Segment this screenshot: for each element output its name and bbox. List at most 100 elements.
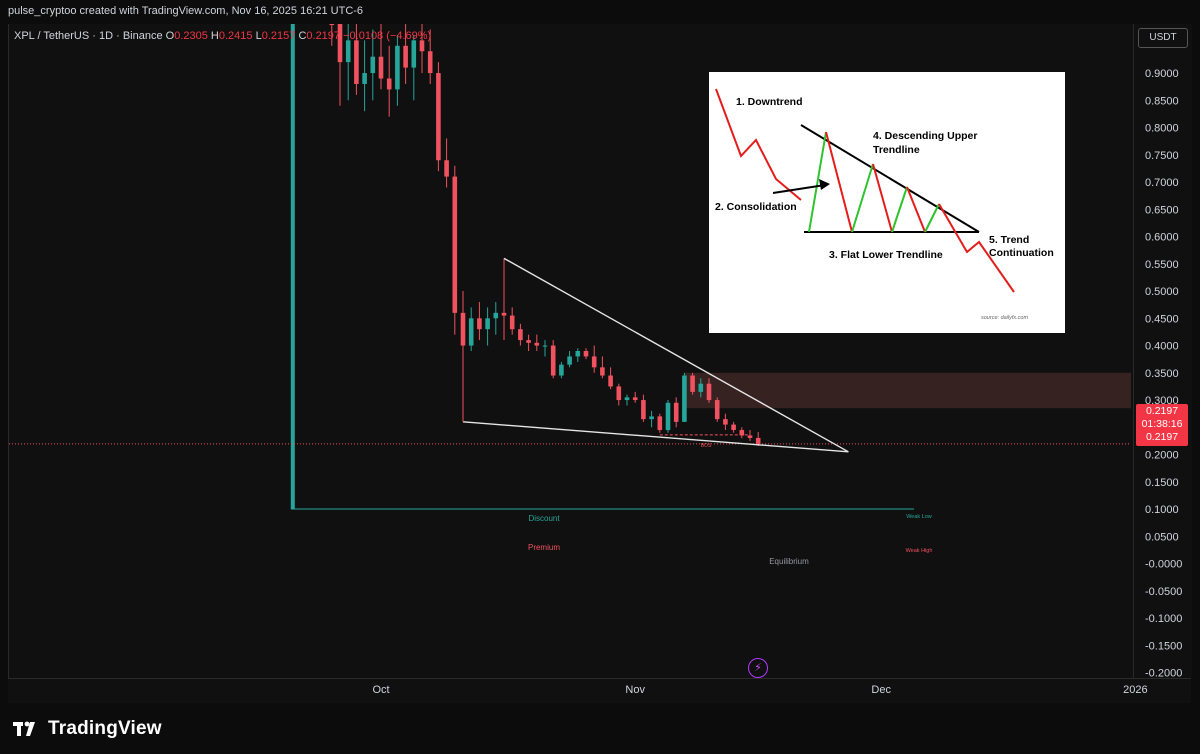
candle-body — [477, 318, 482, 330]
candle-body — [682, 375, 687, 422]
y-tick-label: 0.5500 — [1145, 259, 1179, 271]
inset-step2: 2. Consolidation — [715, 201, 797, 213]
y-tick-label: 0.8500 — [1145, 95, 1179, 107]
inset-step5-line2: Continuation — [989, 247, 1054, 259]
weak-low-label: Weak Low — [906, 514, 932, 520]
inset-step4-line2: Trendline — [873, 144, 920, 156]
equilibrium-label: Equilibrium — [769, 557, 809, 566]
y-tick-label: 0.1000 — [1145, 504, 1179, 516]
wedge-lower-trendline — [462, 421, 849, 453]
currency-button[interactable]: USDT — [1138, 28, 1188, 48]
y-tick-label: 0.4000 — [1145, 341, 1179, 353]
candle-body — [370, 56, 376, 74]
price-badge-last: 0.2197 — [1145, 431, 1179, 443]
candle-body — [747, 435, 753, 438]
candle-body — [723, 419, 728, 425]
candle-body — [386, 78, 392, 90]
inset-background — [709, 72, 1065, 333]
range-box-left-bar — [290, 24, 295, 510]
candle-body — [378, 56, 384, 79]
top-bar: pulse_cryptoo created with TradingView.c… — [0, 0, 1200, 24]
candle-body — [731, 424, 736, 431]
candle-body — [354, 40, 359, 84]
brand-logo[interactable]: TradingView — [12, 718, 162, 740]
low-value: 0.2157 — [261, 30, 296, 42]
inset-up-leg-2 — [851, 163, 874, 233]
candle-body — [690, 375, 695, 392]
y-tick-label: 0.1500 — [1145, 477, 1179, 489]
candle-body — [460, 312, 466, 346]
inset-step1: 1. Downtrend — [736, 96, 803, 108]
candle-body — [624, 397, 630, 401]
candle-body — [411, 40, 417, 68]
x-tick-label: Oct — [372, 684, 389, 696]
symbol-legend[interactable]: XPL / TetherUS · 1D · Binance O0.2305 H0… — [14, 30, 431, 42]
zones-layer — [9, 24, 1131, 510]
candle-body — [345, 40, 351, 63]
candle-body — [452, 176, 458, 313]
candle-body — [518, 329, 523, 341]
price-axis[interactable] — [1133, 24, 1192, 678]
candle-body — [444, 160, 449, 177]
y-tick-label: 0.2000 — [1145, 450, 1179, 462]
y-tick-label: -0.0000 — [1145, 559, 1182, 571]
inset-step4-line1: 4. Descending Upper — [873, 130, 977, 142]
y-tick-label: -0.2000 — [1145, 668, 1182, 680]
inset-up-leg-3 — [891, 186, 908, 233]
candle-body — [657, 416, 663, 431]
candle-body — [468, 318, 474, 346]
y-tick-label: 0.5000 — [1145, 286, 1179, 298]
inset-upper-trendline — [800, 124, 980, 233]
candle-body — [542, 345, 548, 347]
y-tick-label: 0.9000 — [1145, 68, 1179, 80]
candle-body — [649, 416, 654, 420]
tradingview-logo-icon — [13, 721, 35, 736]
candle-body — [755, 437, 761, 444]
candle-body — [714, 400, 720, 420]
y-tick-label: 0.7500 — [1145, 150, 1179, 162]
x-tick-label: Dec — [871, 684, 891, 696]
y-tick-label: 0.0500 — [1145, 531, 1179, 543]
inset-up-leg-1 — [808, 131, 827, 233]
close-value: 0.2197 — [306, 30, 341, 42]
candle-body — [739, 430, 745, 436]
candle-body — [419, 40, 425, 52]
candle-body — [632, 397, 638, 401]
time-axis[interactable] — [8, 678, 1191, 703]
inset-arrow-head — [819, 179, 830, 190]
y-tick-label: 0.8000 — [1145, 123, 1179, 135]
candle-body — [591, 356, 597, 368]
symbol-name: XPL / TetherUS · 1D · Binance — [14, 30, 163, 42]
candle-body — [485, 318, 490, 330]
wedge-upper-trendline — [503, 257, 849, 453]
candle-body — [567, 356, 572, 365]
candle-body — [608, 375, 613, 387]
candle-body — [706, 383, 712, 401]
premium-label: Premium — [528, 543, 560, 552]
brand-name: TradingView — [48, 718, 162, 739]
candle-body — [600, 367, 605, 376]
supply-zone — [684, 372, 1131, 409]
inset-downtrend-line — [715, 88, 802, 201]
candle-body — [436, 73, 441, 161]
inset-step3: 3. Flat Lower Trendline — [829, 249, 943, 261]
y-tick-label: -0.0500 — [1145, 586, 1182, 598]
high-label: H — [210, 30, 219, 42]
inset-arrow-line — [772, 184, 826, 194]
lightning-icon[interactable]: ⚡ — [748, 658, 768, 678]
price-badge-price: 0.2197 — [1145, 405, 1179, 417]
candle-body — [559, 364, 564, 376]
inset-down-leg-3 — [906, 186, 926, 233]
candle-body — [509, 315, 515, 330]
candle-body — [583, 351, 589, 357]
y-tick-label: 0.3500 — [1145, 368, 1179, 380]
low-label: L — [255, 30, 262, 42]
open-value: 0.2305 — [174, 30, 208, 42]
bos-label: BOS — [701, 443, 712, 449]
inset-step5-line1: 5. Trend — [989, 234, 1029, 246]
change-value: −0.0108 (−4.69%) — [343, 30, 432, 42]
candle-body — [665, 402, 671, 431]
candle-body — [534, 342, 540, 346]
lines-layer: BOS Discount Premium Equilibrium Weak Low Wea… — [462, 257, 932, 566]
candle-body — [526, 340, 531, 343]
